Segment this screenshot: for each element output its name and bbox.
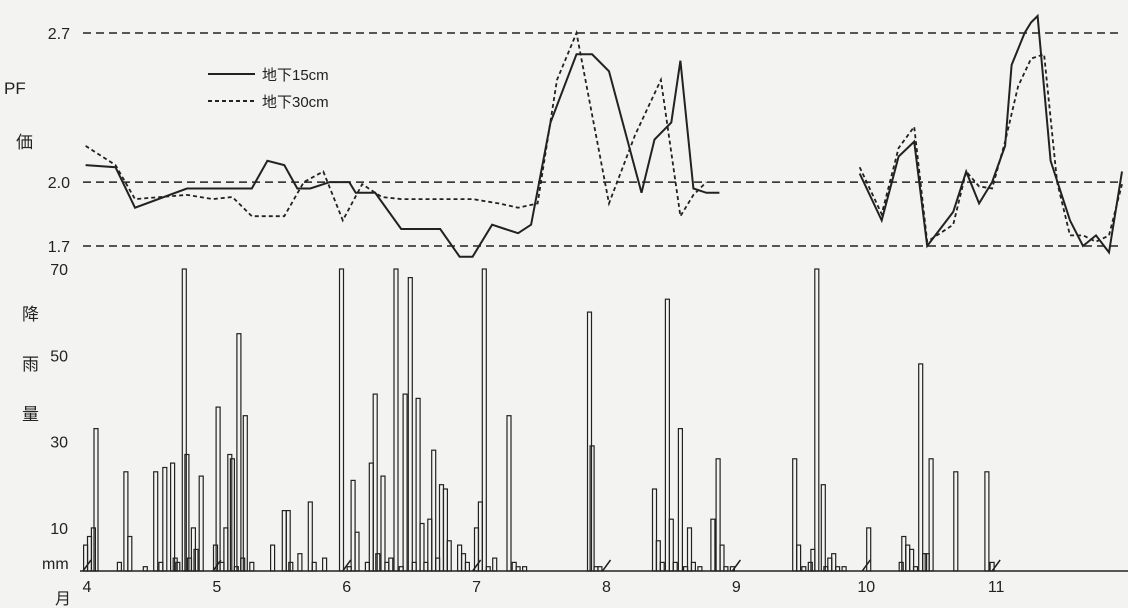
- legend-label-15cm: 地下15cm: [262, 67, 329, 84]
- rainfall-bar: [236, 333, 242, 572]
- rainfall-bar: [393, 268, 399, 572]
- rainfall-bar: [677, 428, 684, 572]
- rainfall-bar: [307, 501, 313, 572]
- month-tick-label: 10: [857, 579, 875, 596]
- rainfall-bar: [506, 415, 512, 572]
- month-tick-label: 11: [988, 579, 1005, 596]
- pf-ylabel: PF 価: [4, 79, 33, 152]
- rainfall-bar: [322, 557, 328, 572]
- rainfall-bar: [814, 268, 820, 572]
- pf-tick-label: 2.7: [48, 26, 70, 43]
- rainfall-bar: [918, 363, 924, 572]
- month-tick: [472, 559, 482, 572]
- rainfall-bar: [170, 462, 176, 572]
- pf-value-panel: PF 価 1.7 2.0 2.7 地下15cm 地下30cm: [4, 13, 1123, 258]
- rainfall-bar: [338, 268, 345, 572]
- rainfall-bar: [807, 561, 813, 572]
- rainfall-bar: [249, 561, 255, 572]
- month-tick: [861, 559, 871, 572]
- rainfall-tick-label: 70: [50, 262, 68, 279]
- rainfall-bar: [407, 277, 413, 572]
- rainfall-bar: [198, 475, 204, 572]
- rainfall-bar: [672, 561, 678, 572]
- pf-tick-labels: 1.7 2.0 2.7: [48, 26, 70, 256]
- rainfall-bar: [928, 458, 934, 572]
- month-tick-label: 5: [212, 579, 221, 596]
- rainfall-tick-label: 50: [50, 348, 68, 365]
- month-tick: [731, 559, 741, 572]
- rainfall-bar: [270, 544, 276, 572]
- pf-series-30cm: [858, 53, 1123, 244]
- rainfall-bar: [153, 471, 159, 572]
- rainfall-bar: [820, 484, 826, 572]
- rainfall-bar: [215, 406, 221, 572]
- month-tick: [991, 559, 1001, 572]
- month-tick-label: 7: [472, 579, 481, 596]
- pf-tick-label: 2.0: [48, 175, 70, 192]
- month-tick: [601, 559, 612, 572]
- rainfall-bar: [193, 548, 199, 572]
- rainfall-bar: [690, 561, 697, 572]
- x-axis-label: 月: [55, 591, 71, 608]
- rainfall-bar: [380, 475, 386, 572]
- pf-ylabel-part: 価: [16, 133, 33, 152]
- rainfall-ylabel-char: 雨: [22, 355, 39, 374]
- rainfall-bar: [175, 561, 181, 572]
- legend-label-30cm: 地下30cm: [262, 94, 329, 111]
- rainfall-ylabel-char: 量: [22, 405, 39, 424]
- month-tick: [82, 559, 92, 572]
- month-axis: 4 5 6 7 8 9 10 11: [82, 559, 1005, 596]
- pf-legend: 地下15cm 地下30cm: [208, 67, 329, 111]
- rainfall-bar: [492, 557, 498, 572]
- rainfall-unit: mm: [42, 556, 69, 573]
- pf-ylabel-part: PF: [4, 79, 26, 98]
- rainfall-ylabel: 降雨量: [22, 305, 39, 424]
- month-tick-label: 6: [342, 579, 351, 596]
- month-tick: [342, 559, 352, 572]
- pf-series-15cm: [85, 53, 720, 258]
- rainfall-ylabel-char: 降: [22, 305, 39, 324]
- rainfall-bar: [953, 471, 959, 572]
- rainfall-bar: [659, 561, 665, 572]
- rainfall-bar: [297, 553, 303, 572]
- rainfall-bars: [82, 268, 995, 572]
- rainfall-tick-label: 10: [50, 521, 68, 538]
- rainfall-bar: [402, 393, 408, 572]
- rainfall-bar: [984, 471, 990, 572]
- rainfall-bar: [710, 518, 716, 572]
- rainfall-tick-labels: 10 30 50 70: [50, 262, 68, 538]
- pf-series-30cm: [85, 29, 708, 223]
- rainfall-tick-label: 30: [50, 435, 68, 452]
- rainfall-bar: [795, 544, 802, 572]
- pf-series-15cm: [858, 13, 1123, 255]
- month-tick-label: 4: [83, 579, 92, 596]
- month-tick: [212, 559, 222, 572]
- rainfall-bar: [162, 466, 168, 572]
- rainfall-bar: [921, 553, 928, 572]
- rainfall-bar: [116, 561, 123, 572]
- rainfall-panel: 降雨量 10 30 50 70 mm 4 5 6 7 8 9 10 11 月: [22, 262, 1128, 608]
- pf-tick-label: 1.7: [48, 239, 70, 256]
- month-tick-label: 8: [602, 579, 611, 596]
- rainfall-bar: [242, 415, 248, 572]
- pf-series-lines: [85, 13, 1123, 258]
- month-tick-label: 9: [732, 579, 741, 596]
